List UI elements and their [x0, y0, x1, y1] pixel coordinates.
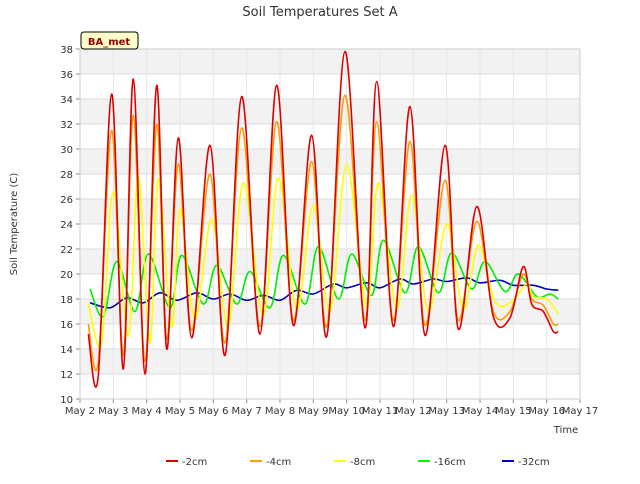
grid-band	[80, 149, 580, 174]
grid-band	[80, 49, 580, 74]
x-tick-label: May 12	[395, 406, 432, 417]
y-tick-label: 14	[60, 345, 73, 356]
legend-label: -16cm	[434, 457, 466, 468]
y-tick-label: 16	[60, 320, 73, 331]
x-tick-label: May 10	[328, 406, 365, 417]
y-tick-label: 28	[60, 170, 73, 181]
y-axis-label: Soil Temperature (C)	[9, 173, 20, 276]
x-tick-label: May 4	[132, 406, 162, 417]
x-tick-label: May 14	[462, 406, 499, 417]
x-tick-label: May 13	[428, 406, 465, 417]
axes: 10 12 14 16 18 20 22 24 26 28 30 32 34 36 38 May 2 May 3…	[60, 45, 598, 417]
grid-band	[80, 99, 580, 124]
x-tick-label: May 2	[65, 406, 95, 417]
x-tick-label: May 9	[298, 406, 328, 417]
x-tick-label: May 8	[265, 406, 295, 417]
y-tick-label: 22	[60, 245, 73, 256]
series-line-minus-2cm	[87, 50, 559, 388]
grid-band	[80, 349, 580, 374]
x-tick-label: May 6	[198, 406, 228, 417]
y-tick-label: 24	[60, 220, 73, 231]
legend: -2cm -4cm -8cm -16cm -32cm	[166, 457, 550, 468]
x-tick-label: May 3	[98, 406, 128, 417]
legend-label: -4cm	[266, 457, 291, 468]
x-tick-label: May 16	[528, 406, 565, 417]
series-layer	[87, 50, 559, 388]
annotation-box-bg	[80, 31, 139, 50]
annotation-label: BA_met	[88, 37, 131, 48]
y-tick-label: 30	[60, 145, 73, 156]
x-tick-label: May 17	[562, 406, 599, 417]
series-line-minus-32cm	[89, 276, 559, 309]
x-tick-label: May 7	[232, 406, 262, 417]
annotation-box: BA_met	[80, 31, 139, 50]
x-axis-label: Time	[553, 425, 578, 436]
y-tick-label: 18	[60, 295, 73, 306]
y-tick-label: 10	[60, 395, 73, 406]
chart-title: Soil Temperatures Set A	[242, 5, 397, 20]
x-tick-label: May 11	[362, 406, 399, 417]
x-tick-label: May 5	[165, 406, 195, 417]
y-tick-label: 34	[60, 95, 73, 106]
legend-label: -32cm	[518, 457, 550, 468]
x-tick-label: May 15	[495, 406, 532, 417]
y-tick-label: 26	[60, 195, 73, 206]
y-tick-label: 32	[60, 120, 73, 131]
plot-frame	[79, 48, 581, 400]
y-tick-label: 12	[60, 370, 73, 381]
y-tick-label: 20	[60, 270, 73, 281]
y-tick-label: 36	[60, 70, 73, 81]
y-tick-label: 38	[60, 45, 73, 56]
legend-label: -8cm	[350, 457, 375, 468]
legend-label: -2cm	[182, 457, 207, 468]
